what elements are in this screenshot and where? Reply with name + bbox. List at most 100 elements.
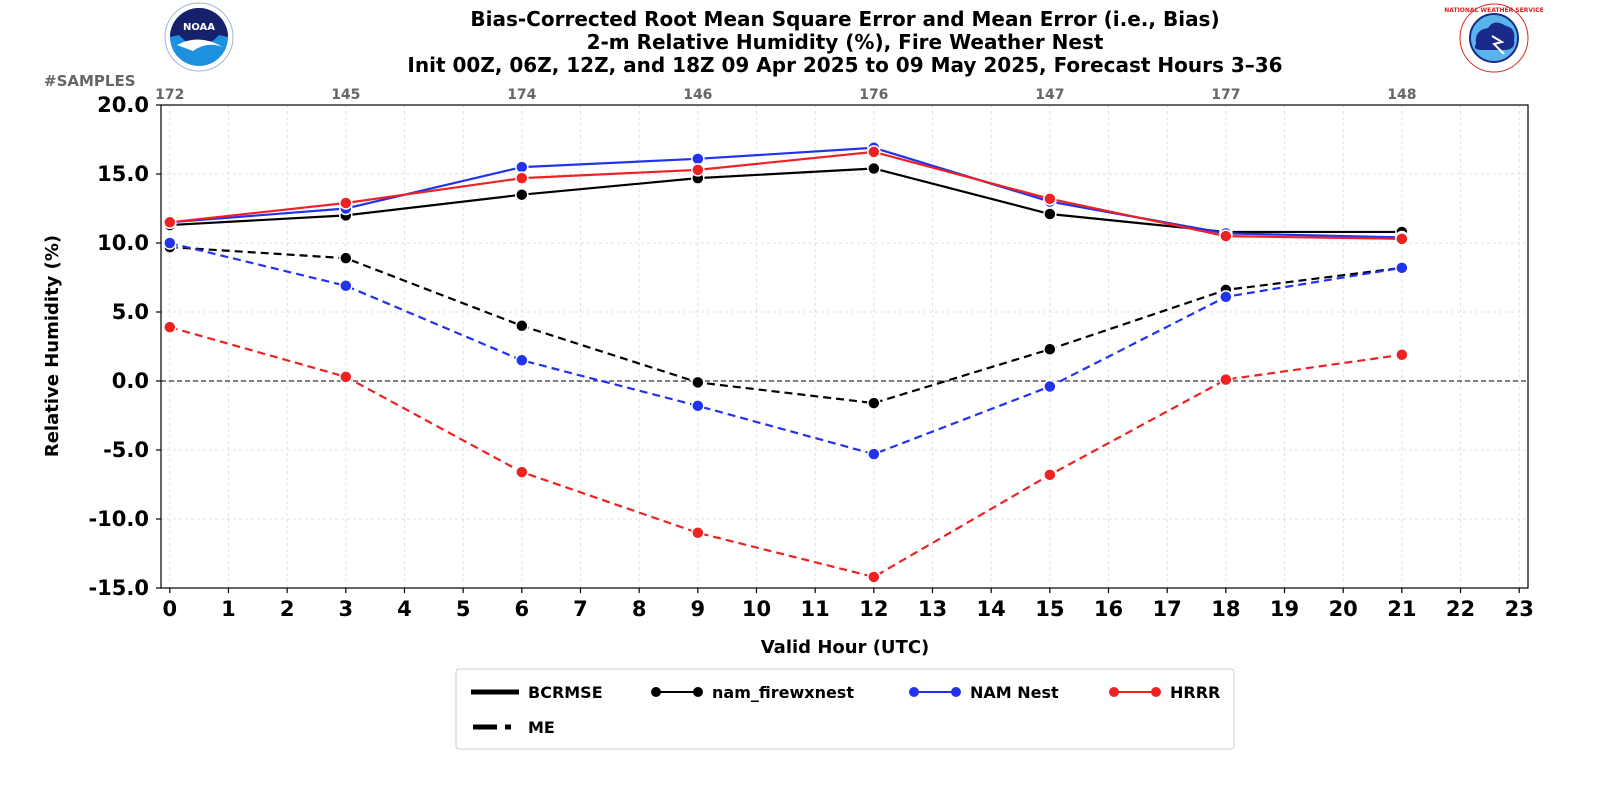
- series-line: [169, 167, 1402, 234]
- data-point: [163, 236, 177, 250]
- x-tick-label: 7: [573, 597, 588, 621]
- sample-count: 176: [859, 87, 888, 103]
- data-point: [515, 187, 529, 202]
- legend-item-bcrmse: BCRMSE: [471, 683, 603, 702]
- data-point: [339, 370, 353, 384]
- data-point: [867, 396, 881, 410]
- series-hrrr-bcrmse: [163, 145, 1409, 246]
- y-tick-label: 10.0: [97, 231, 149, 255]
- legend-label: HRRR: [1170, 683, 1220, 702]
- x-tick-label: 6: [515, 597, 530, 621]
- x-tick-label: 22: [1446, 597, 1475, 621]
- y-tick-label: -5.0: [103, 438, 149, 462]
- chart-init-line: Init 00Z, 06Z, 12Z, and 18Z 09 Apr 2025 …: [407, 53, 1282, 77]
- x-tick-label: 2: [280, 597, 295, 621]
- legend-marker: [951, 687, 961, 697]
- x-tick-label: 10: [742, 597, 771, 621]
- data-point: [1219, 290, 1233, 304]
- y-tick-label: -15.0: [88, 576, 149, 600]
- legend-marker: [1109, 687, 1119, 697]
- x-tick-label: 1: [221, 597, 236, 621]
- data-point: [1043, 342, 1057, 357]
- data-point: [515, 353, 529, 368]
- legend-item-nam-nest: NAM Nest: [909, 683, 1059, 702]
- data-point: [515, 160, 529, 174]
- x-tick-label: 12: [859, 597, 888, 621]
- data-point: [163, 215, 177, 230]
- sample-count: 147: [1035, 87, 1064, 103]
- sample-count: 146: [683, 87, 712, 103]
- data-point: [691, 399, 705, 413]
- legend-item-hrrr: HRRR: [1109, 683, 1220, 702]
- data-point: [867, 570, 881, 584]
- sample-count: 177: [1211, 87, 1240, 103]
- data-point: [867, 447, 881, 461]
- x-tick-label: 21: [1387, 597, 1416, 621]
- x-tick-label: 5: [456, 597, 471, 621]
- x-tick-label: 0: [162, 597, 177, 621]
- data-point: [515, 171, 529, 185]
- sample-count: 174: [507, 87, 536, 103]
- y-axis-label: Relative Humidity (%): [42, 235, 63, 457]
- y-tick-label: 5.0: [112, 300, 149, 324]
- x-tick-label: 20: [1329, 597, 1358, 621]
- x-tick-label: 17: [1153, 597, 1182, 621]
- sample-count: 148: [1387, 87, 1416, 103]
- series-nam-firewxnest-me: [163, 240, 1409, 410]
- noaa-logo: NOAA: [164, 2, 234, 72]
- legend-marker: [693, 687, 703, 697]
- legend-label: ME: [528, 718, 555, 737]
- legend-marker: [651, 687, 661, 697]
- x-tick-label: 3: [338, 597, 353, 621]
- y-tick-label: 20.0: [97, 93, 149, 117]
- series-hrrr-me: [163, 320, 1409, 584]
- data-point: [515, 465, 529, 479]
- data-point: [691, 526, 705, 540]
- nws-logo: NATIONAL WEATHER SERVICE: [1444, 3, 1544, 73]
- axes: 0 1 2 3 4 5 6 7 8 9 10 11 12 13 14 15 16 17 18 19 20 21 22 23-1…: [88, 87, 1533, 621]
- series-nam-nest-me: [163, 236, 1409, 461]
- x-tick-label: 15: [1035, 597, 1064, 621]
- x-tick-label: 19: [1270, 597, 1299, 621]
- series-line: [169, 241, 1403, 456]
- data-point: [1043, 379, 1057, 394]
- legend-frame: [455, 668, 1235, 750]
- data-point: [1395, 232, 1409, 246]
- x-tick-label: 9: [691, 597, 706, 621]
- noaa-logo-text: NOAA: [183, 22, 215, 33]
- data-point: [867, 145, 881, 159]
- y-tick-label: 0.0: [112, 369, 149, 393]
- data-point: [339, 279, 353, 293]
- data-point: [339, 196, 353, 210]
- data-point: [1219, 372, 1233, 387]
- data-point: [691, 163, 705, 177]
- legend-label: nam_firewxnest: [712, 683, 854, 702]
- x-tick-label: 18: [1211, 597, 1240, 621]
- x-tick-label: 16: [1094, 597, 1123, 621]
- data-point: [1043, 207, 1057, 221]
- series-line: [169, 326, 1403, 579]
- x-axis-label: Valid Hour (UTC): [761, 637, 930, 658]
- data-point: [515, 319, 529, 333]
- legend: BCRMSE nam_firewxnest NAM Nest HRRR ME: [455, 668, 1235, 750]
- data-point: [339, 251, 353, 265]
- sample-count: 145: [331, 87, 360, 103]
- grid: [161, 104, 1528, 589]
- data-point: [691, 152, 705, 166]
- nws-logo-text: NATIONAL WEATHER SERVICE: [1444, 7, 1543, 14]
- legend-item-nam-firewxnest: nam_firewxnest: [651, 683, 854, 702]
- series-layer: [163, 141, 1409, 584]
- chart-title: Bias-Corrected Root Mean Square Error an…: [470, 7, 1219, 31]
- x-tick-label: 23: [1505, 597, 1534, 621]
- series-line: [169, 246, 1402, 405]
- x-tick-label: 8: [632, 597, 647, 621]
- data-point: [1043, 468, 1057, 482]
- data-point: [867, 161, 881, 176]
- legend-label: BCRMSE: [528, 683, 603, 702]
- y-tick-label: 15.0: [97, 162, 149, 186]
- legend-marker: [909, 687, 919, 697]
- samples-label: #SAMPLES: [44, 72, 136, 90]
- data-point: [1395, 348, 1409, 362]
- data-point: [163, 320, 177, 334]
- x-tick-label: 14: [977, 597, 1006, 621]
